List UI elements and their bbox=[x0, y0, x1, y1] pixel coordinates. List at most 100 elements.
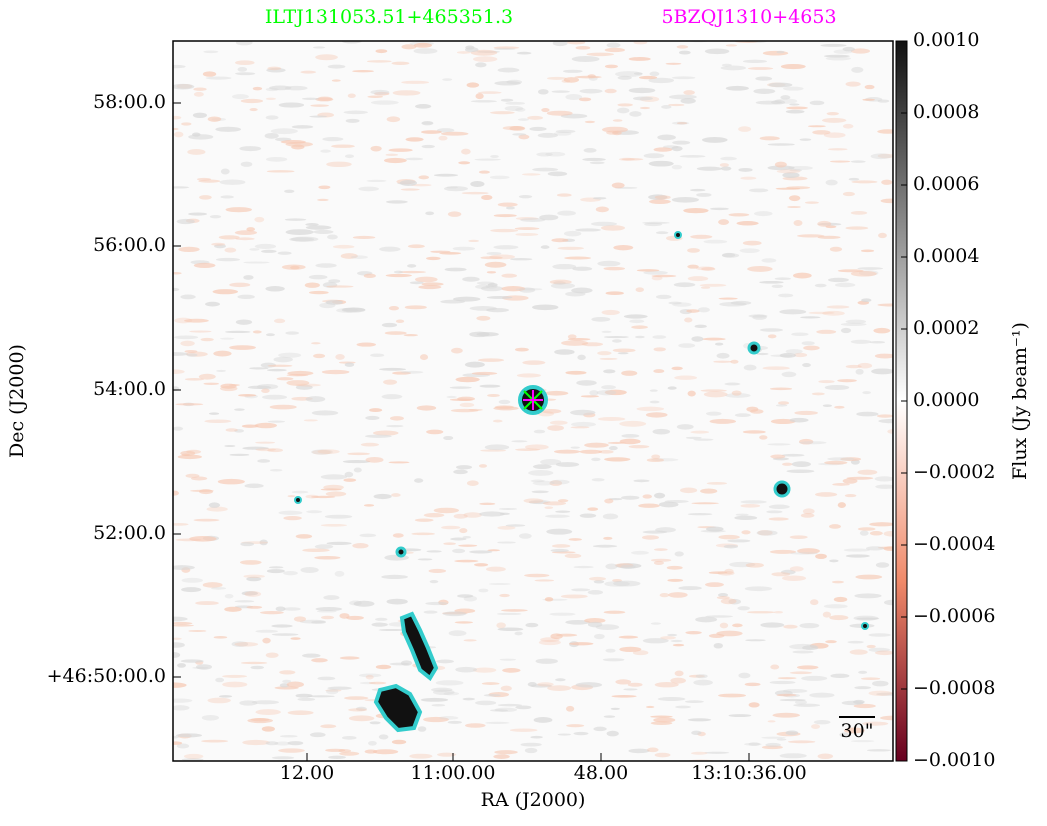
noise-blob bbox=[266, 368, 287, 372]
noise-blob bbox=[400, 188, 420, 191]
noise-blob bbox=[862, 391, 871, 395]
noise-blob bbox=[815, 553, 827, 560]
noise-blob bbox=[571, 588, 591, 592]
noise-blob bbox=[457, 594, 474, 598]
noise-blob bbox=[794, 410, 818, 415]
noise-blob bbox=[695, 266, 715, 271]
noise-blob bbox=[512, 133, 527, 136]
noise-blob bbox=[802, 645, 819, 651]
noise-blob bbox=[781, 453, 805, 457]
noise-blob bbox=[881, 179, 893, 185]
noise-blob bbox=[869, 531, 883, 536]
noise-blob bbox=[243, 275, 254, 280]
noise-blob bbox=[818, 380, 835, 384]
noise-blob bbox=[605, 648, 616, 653]
noise-blob bbox=[880, 715, 893, 721]
noise-blob bbox=[371, 622, 388, 627]
noise-blob bbox=[532, 464, 552, 470]
noise-blob bbox=[219, 695, 233, 698]
noise-blob bbox=[208, 502, 221, 508]
noise-blob bbox=[314, 544, 334, 549]
noise-blob bbox=[540, 637, 560, 643]
noise-blob bbox=[276, 377, 294, 381]
noise-blob bbox=[267, 420, 286, 423]
noise-blob bbox=[224, 593, 234, 599]
noise-blob bbox=[176, 218, 195, 225]
noise-blob bbox=[404, 305, 427, 310]
noise-blob bbox=[775, 404, 788, 407]
noise-blob bbox=[249, 108, 258, 112]
noise-blob bbox=[832, 483, 850, 486]
noise-blob bbox=[603, 536, 613, 540]
noise-blob bbox=[781, 569, 796, 575]
noise-blob bbox=[566, 724, 585, 728]
noise-blob bbox=[671, 145, 683, 152]
noise-blob bbox=[184, 318, 209, 323]
noise-blob bbox=[875, 562, 890, 568]
noise-blob bbox=[691, 730, 702, 735]
noise-blob bbox=[728, 598, 741, 605]
noise-blob bbox=[570, 426, 590, 429]
noise-blob bbox=[546, 110, 573, 116]
noise-blob bbox=[363, 504, 375, 507]
noise-blob bbox=[317, 198, 329, 202]
noise-blob bbox=[173, 64, 186, 69]
noise-blob bbox=[173, 426, 184, 431]
noise-blob bbox=[173, 642, 185, 648]
noise-blob bbox=[240, 161, 253, 167]
noise-blob bbox=[525, 444, 549, 450]
noise-blob bbox=[715, 342, 724, 346]
noise-blob bbox=[610, 707, 620, 710]
noise-blob bbox=[823, 604, 848, 609]
noise-blob bbox=[479, 502, 496, 506]
noise-blob bbox=[830, 673, 850, 679]
noise-blob bbox=[635, 287, 644, 293]
noise-blob bbox=[676, 424, 694, 430]
noise-blob bbox=[301, 97, 320, 101]
noise-blob bbox=[858, 670, 868, 674]
noise-blob bbox=[619, 646, 642, 653]
noise-blob bbox=[565, 94, 583, 100]
noise-blob bbox=[341, 307, 366, 313]
noise-blob bbox=[310, 495, 336, 499]
noise-blob bbox=[868, 647, 891, 652]
noise-blob bbox=[687, 718, 712, 722]
noise-blob bbox=[877, 129, 893, 134]
noise-blob bbox=[312, 46, 326, 49]
noise-blob bbox=[579, 449, 603, 454]
noise-blob bbox=[811, 392, 825, 396]
noise-blob bbox=[550, 479, 570, 485]
noise-blob bbox=[320, 488, 342, 491]
noise-blob bbox=[511, 440, 528, 443]
noise-blob bbox=[690, 188, 706, 192]
noise-blob bbox=[592, 544, 618, 548]
noise-blob bbox=[615, 679, 632, 685]
noise-blob bbox=[409, 281, 424, 285]
noise-blob bbox=[443, 691, 460, 696]
noise-blob bbox=[392, 90, 421, 96]
noise-blob bbox=[324, 514, 353, 519]
noise-blob bbox=[269, 85, 292, 91]
noise-blob bbox=[429, 580, 439, 584]
noise-blob bbox=[641, 535, 660, 540]
noise-blob bbox=[450, 408, 479, 413]
noise-blob bbox=[314, 555, 341, 560]
noise-blob bbox=[287, 495, 296, 498]
noise-blob bbox=[464, 47, 479, 53]
noise-blob bbox=[421, 144, 435, 149]
noise-blob bbox=[649, 389, 658, 392]
noise-blob bbox=[472, 667, 497, 673]
noise-blob bbox=[553, 449, 581, 454]
noise-blob bbox=[447, 211, 462, 217]
noise-blob bbox=[192, 666, 209, 669]
noise-blob bbox=[619, 420, 647, 427]
noise-blob bbox=[452, 246, 476, 251]
noise-blob bbox=[728, 213, 750, 217]
noise-blob bbox=[173, 115, 182, 120]
noise-blob bbox=[829, 160, 851, 163]
noise-blob bbox=[827, 457, 855, 461]
noise-blob bbox=[285, 331, 300, 335]
noise-blob bbox=[315, 97, 334, 102]
noise-blob bbox=[887, 429, 893, 434]
noise-blob bbox=[250, 665, 264, 670]
